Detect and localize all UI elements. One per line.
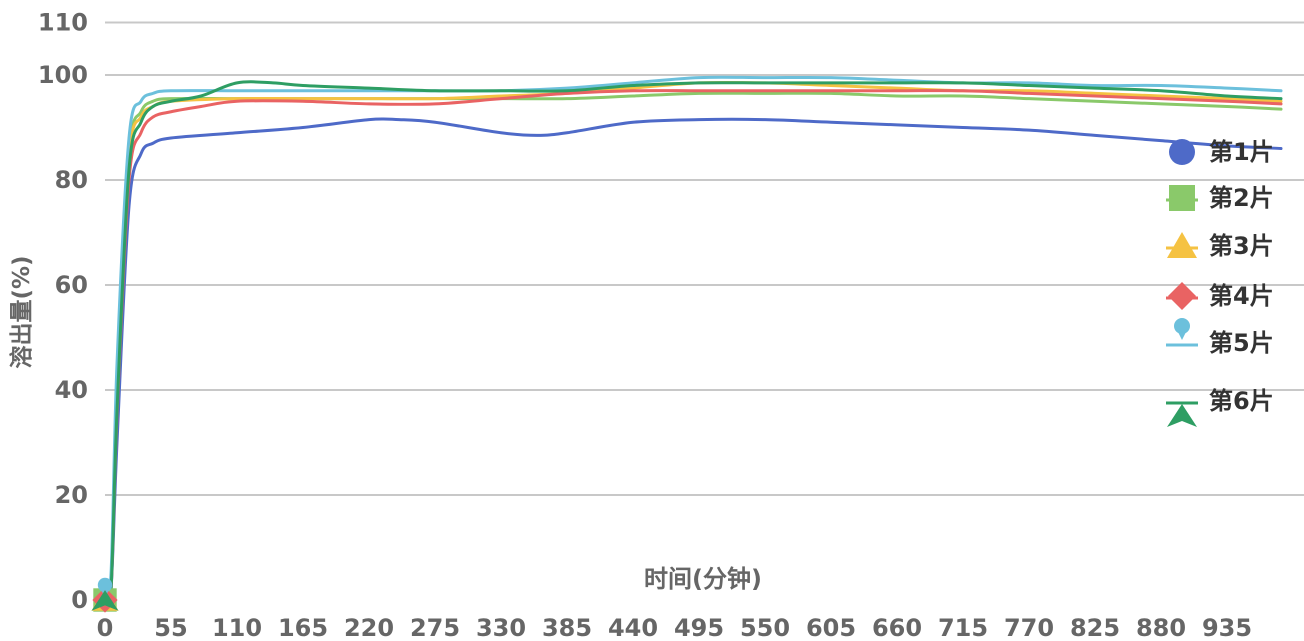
x-tick-label: 330 [476,614,526,641]
y-tick-label: 60 [55,271,88,299]
legend-item-series-1[interactable]: 第1片 [1169,138,1274,166]
series-line-5 [103,75,1283,597]
y-tick-label: 80 [55,166,88,194]
y-tick-label: 20 [55,481,88,509]
x-axis-title: 时间(分钟) [644,565,762,593]
y-tick-label: 0 [71,586,88,614]
x-tick-label: 165 [278,614,328,641]
legend-marker-series-6 [1167,404,1197,427]
x-tick-label: 605 [806,614,856,641]
legend-item-series-3[interactable]: 第3片 [1166,232,1274,260]
x-tick-label: 770 [1004,614,1054,641]
legend-item-series-4[interactable]: 第4片 [1166,282,1274,310]
legend-label-series-3: 第3片 [1209,232,1274,260]
y-axis-title: 溶出量(%) [8,255,35,368]
series-line-3 [103,80,1283,606]
y-tick-label: 110 [38,9,88,37]
series-line-6 [103,80,1283,608]
x-tick-label: 715 [938,614,988,641]
legend-marker-series-1 [1169,139,1195,165]
legend-label-series-2: 第2片 [1209,184,1274,212]
x-tick-label: 495 [674,614,724,641]
y-tick-label: 100 [38,61,88,89]
x-tick-label: 55 [154,614,187,641]
x-tick-label: 220 [344,614,394,641]
legend-marker-series-4 [1168,282,1196,310]
legend-marker-series-2 [1169,185,1195,211]
y-tick-label: 40 [55,376,88,404]
start-markers-layer [91,577,119,613]
x-tick-label: 880 [1136,614,1186,641]
y-axis-ticks: 0 20 40 60 80 100 110 [38,9,88,615]
x-axis-ticks: 0 55 110 165 220 275 330 385 440 495 550 605 660 715 7… [97,614,1252,641]
start-marker-series-6 [91,590,119,611]
legend-item-series-6[interactable]: 第6片 [1166,387,1274,427]
legend-label-series-5: 第5片 [1209,329,1274,357]
x-tick-label: 440 [608,614,658,641]
series-line-2 [103,91,1283,606]
legend-label-series-1: 第1片 [1209,138,1274,166]
x-tick-label: 550 [740,614,790,641]
x-tick-label: 385 [542,614,592,641]
x-tick-label: 275 [410,614,460,641]
legend-marker-series-3 [1167,232,1197,258]
legend-label-series-4: 第4片 [1209,282,1274,310]
grid-layer [105,21,1304,496]
legend-label-series-6: 第6片 [1209,387,1274,415]
x-tick-label: 0 [97,614,114,641]
x-tick-label: 660 [872,614,922,641]
legend-item-series-5[interactable]: 第5片 [1166,318,1274,357]
x-tick-label: 935 [1202,614,1252,641]
series-layer [103,75,1283,608]
series-line-4 [103,89,1283,608]
legend-marker-series-5 [1174,318,1190,340]
x-tick-label: 825 [1070,614,1120,641]
series-line-1 [103,117,1283,606]
x-tick-label: 110 [212,614,262,641]
legend-item-series-2[interactable]: 第2片 [1166,184,1274,212]
